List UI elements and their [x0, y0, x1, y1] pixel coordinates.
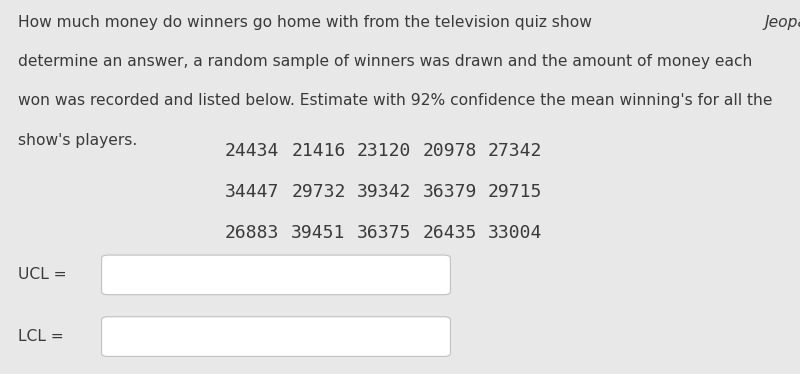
Text: 34447: 34447	[225, 183, 279, 201]
Text: 23120: 23120	[357, 142, 411, 160]
Text: 24434: 24434	[225, 142, 279, 160]
Text: 36379: 36379	[422, 183, 477, 201]
Text: How much money do winners go home with from the television quiz show: How much money do winners go home with f…	[18, 15, 596, 30]
Text: Jeopardy: Jeopardy	[764, 15, 800, 30]
Text: show's players.: show's players.	[18, 133, 137, 148]
Text: determine an answer, a random sample of winners was drawn and the amount of mone: determine an answer, a random sample of …	[18, 54, 752, 69]
Text: LCL =: LCL =	[18, 329, 63, 344]
Text: 39342: 39342	[357, 183, 411, 201]
Text: 21416: 21416	[291, 142, 346, 160]
FancyBboxPatch shape	[102, 317, 450, 356]
Text: 29732: 29732	[291, 183, 346, 201]
Text: UCL =: UCL =	[18, 267, 66, 282]
Text: 29715: 29715	[488, 183, 542, 201]
Text: 26435: 26435	[422, 224, 477, 242]
Text: 26883: 26883	[225, 224, 279, 242]
FancyBboxPatch shape	[102, 255, 450, 295]
Text: 36375: 36375	[357, 224, 411, 242]
Text: won was recorded and listed below. Estimate with 92% confidence the mean winning: won was recorded and listed below. Estim…	[18, 94, 772, 108]
Text: 27342: 27342	[488, 142, 542, 160]
Text: 39451: 39451	[291, 224, 346, 242]
Text: 33004: 33004	[488, 224, 542, 242]
Text: 20978: 20978	[422, 142, 477, 160]
